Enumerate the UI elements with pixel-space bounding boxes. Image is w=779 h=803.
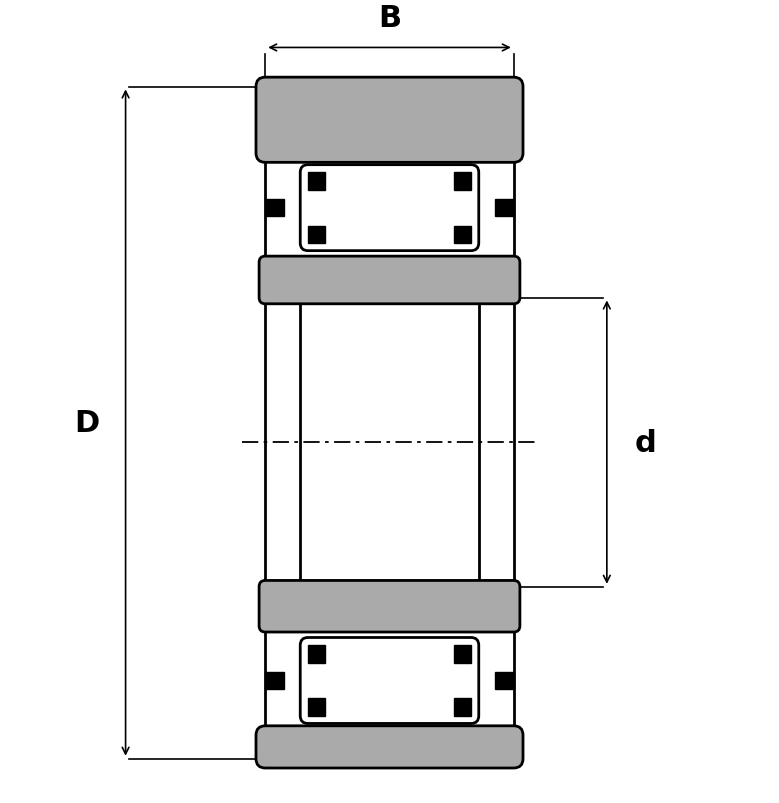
Bar [495, 200, 513, 217]
Bar [454, 699, 471, 715]
Bar [454, 646, 471, 662]
FancyBboxPatch shape [259, 581, 520, 632]
Bar [454, 226, 471, 243]
Bar [308, 646, 325, 662]
FancyBboxPatch shape [256, 726, 523, 768]
Text: d: d [635, 428, 657, 457]
Bar [266, 626, 513, 736]
FancyBboxPatch shape [256, 78, 523, 163]
Text: D: D [74, 409, 100, 438]
FancyBboxPatch shape [300, 638, 479, 724]
Bar [266, 200, 284, 217]
Bar [454, 173, 471, 190]
FancyBboxPatch shape [300, 165, 479, 251]
Bar [308, 699, 325, 715]
Bar [308, 173, 325, 190]
Bar [266, 153, 513, 263]
Bar [308, 226, 325, 243]
Text: B: B [378, 4, 401, 33]
Bar [495, 672, 513, 689]
FancyBboxPatch shape [259, 257, 520, 304]
Bar [266, 672, 284, 689]
